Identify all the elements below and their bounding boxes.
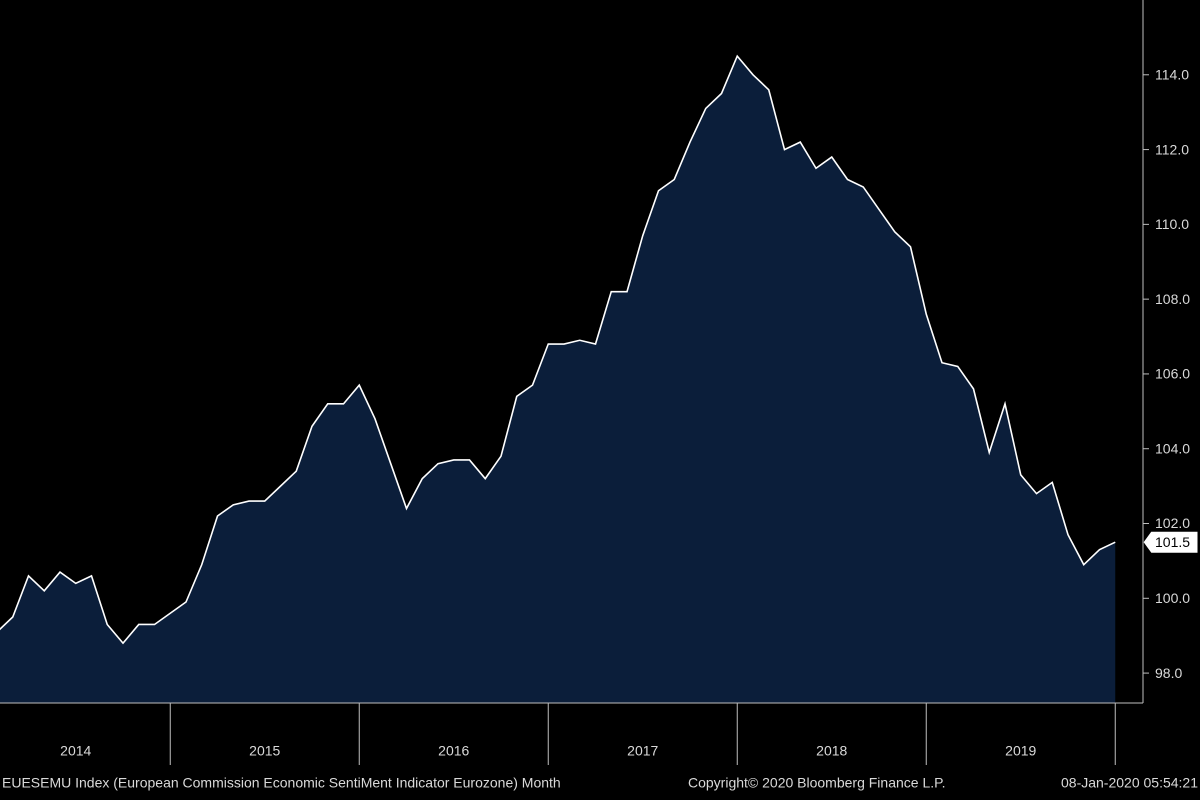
x-tick-label: 2019: [1005, 743, 1036, 759]
y-tick-label: 110.0: [1155, 216, 1189, 232]
x-tick-label: 2014: [60, 743, 91, 759]
x-tick-label: 2017: [627, 743, 658, 759]
last-value-tag: [1142, 530, 1199, 554]
y-tick-label: 98.0: [1155, 665, 1182, 681]
y-tick-label: 104.0: [1155, 440, 1190, 456]
area-fill: [0, 56, 1116, 703]
footer-source: EUESEMU Index (European Commission Econo…: [2, 775, 561, 791]
y-tick-label: 106.0: [1155, 366, 1190, 382]
y-tick-label: 112.0: [1155, 141, 1189, 157]
last-value-label: 101.5: [1155, 534, 1190, 550]
x-tick-label: 2015: [249, 743, 280, 759]
x-tick-label: 2016: [438, 743, 469, 759]
area-line: [0, 54, 1116, 645]
y-tick-label: 114.0: [1155, 66, 1189, 82]
x-tick-label: 2018: [816, 743, 847, 759]
footer-timestamp: 08-Jan-2020 05:54:21: [1061, 775, 1198, 791]
footer-copyright: Copyright© 2020 Bloomberg Finance L.P.: [688, 775, 946, 791]
y-tick-label: 100.0: [1155, 590, 1190, 606]
y-tick-label: 102.0: [1155, 515, 1190, 531]
y-tick-label: 108.0: [1155, 291, 1190, 307]
